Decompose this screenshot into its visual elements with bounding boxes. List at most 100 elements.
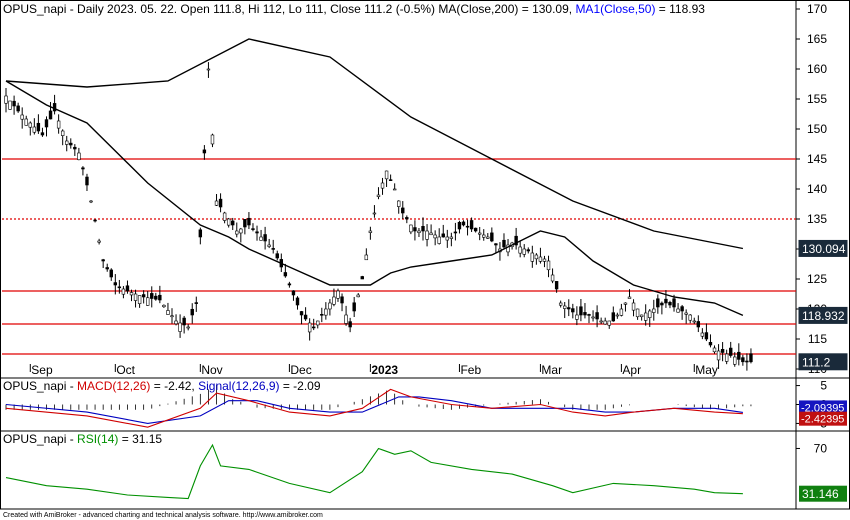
candle-body [660, 302, 664, 306]
candle-body [376, 194, 381, 197]
candle-body [514, 235, 518, 246]
candle-body [40, 132, 45, 136]
candle-body [32, 126, 37, 133]
candle-body [360, 276, 364, 280]
candle-body [635, 308, 640, 318]
rsi-panel: 70 31.146 OPUS_napi - RSI(14) = 31.15 [0, 430, 850, 510]
candle-body [65, 140, 69, 145]
candle-body [198, 229, 203, 238]
candle-body [133, 293, 138, 301]
candle-body [684, 312, 688, 315]
candle-body [461, 221, 466, 226]
title-suffix: = 118.93 [655, 2, 705, 16]
candle-body [712, 347, 717, 353]
candle-body [166, 310, 170, 315]
candle-body [745, 360, 749, 363]
candle-body [380, 182, 385, 189]
price-value-label-box [798, 306, 848, 324]
macd-value-label-box [799, 411, 847, 426]
candle-body [243, 219, 247, 228]
candle-body [267, 244, 271, 247]
date-tick-label: Mar [541, 363, 562, 377]
macd-title-mid: = -2.42, [150, 379, 198, 393]
candle-body [688, 314, 692, 321]
candle-body [469, 220, 474, 230]
candle-body [239, 228, 243, 234]
candle-body [384, 170, 389, 180]
price-value-label: 118.932 [802, 309, 845, 323]
candle-body [186, 326, 190, 329]
footer-credit: Created with AmiBroker - advanced charti… [3, 512, 323, 519]
candle-body [352, 302, 356, 312]
candle-body [433, 234, 437, 239]
candle-body [162, 304, 166, 308]
candle-body [44, 119, 49, 128]
candle-body [429, 232, 433, 236]
candle-body [542, 258, 547, 262]
candle-body [12, 100, 16, 107]
candle-body [441, 233, 445, 238]
candle-body [316, 320, 320, 326]
candle-body [52, 103, 57, 112]
candle-body [113, 282, 118, 286]
candle-body [627, 296, 632, 299]
candle-body [8, 100, 12, 110]
price-panel: 170165160155150145140135130125120115110S… [0, 0, 850, 379]
candle-body [554, 281, 559, 290]
candle-body [16, 105, 20, 112]
candle-body [109, 269, 113, 278]
candle-body [567, 307, 571, 310]
candle-body [60, 130, 65, 136]
macd-title-prefix: OPUS_napi - [3, 379, 77, 393]
rsi-tick-label: 70 [814, 441, 828, 455]
candle-body [121, 288, 126, 295]
candle-body [591, 316, 595, 319]
candle-body [146, 297, 150, 306]
candle-body [291, 290, 296, 296]
candle-body [154, 295, 158, 300]
candle-body [299, 311, 304, 316]
candle-body [137, 295, 142, 304]
candle-body [311, 326, 316, 329]
candle-body [372, 212, 377, 215]
macd-signal-line [5, 396, 743, 424]
date-tick-label: Feb [460, 363, 481, 377]
candle-body [368, 230, 373, 233]
date-tick-label: 2023 [371, 363, 398, 377]
candle-body [364, 254, 369, 261]
candle-body [465, 225, 470, 228]
candle-body [194, 302, 198, 304]
price-tick-label: 145 [807, 152, 827, 166]
candle-body [453, 231, 458, 234]
candle-body [664, 298, 668, 304]
candle-body [486, 236, 490, 239]
candle-body [680, 306, 684, 312]
candle-body [97, 240, 101, 243]
candle-body [20, 114, 24, 120]
candle-body [643, 312, 648, 321]
candle-body [24, 118, 28, 126]
candle-body [85, 176, 89, 186]
rsi-title-suffix: = 31.15 [118, 432, 162, 446]
price-tick-label: 125 [807, 272, 827, 286]
candle-body [328, 302, 332, 310]
candle-body [648, 310, 652, 318]
candle-body [271, 248, 275, 250]
candle-body [737, 351, 741, 360]
candle-body [692, 320, 696, 323]
candle-body [178, 322, 182, 332]
candle-body [77, 152, 81, 161]
candle-body [623, 302, 628, 305]
candle-body [741, 357, 745, 363]
rsi-panel-title: OPUS_napi - RSI(14) = 31.15 [3, 432, 162, 446]
candle-body [563, 305, 567, 309]
candle-body [546, 260, 551, 271]
candle-body [445, 236, 450, 241]
rsi-line [5, 443, 743, 500]
date-tick-label: Nov [201, 363, 222, 377]
candle-body [720, 348, 725, 353]
candle-body [206, 68, 211, 71]
price-tick-label: 165 [807, 32, 827, 46]
title-prefix: OPUS_napi - Daily 2023. 05. 22. Open 111… [3, 2, 575, 16]
candle-body [579, 306, 583, 316]
